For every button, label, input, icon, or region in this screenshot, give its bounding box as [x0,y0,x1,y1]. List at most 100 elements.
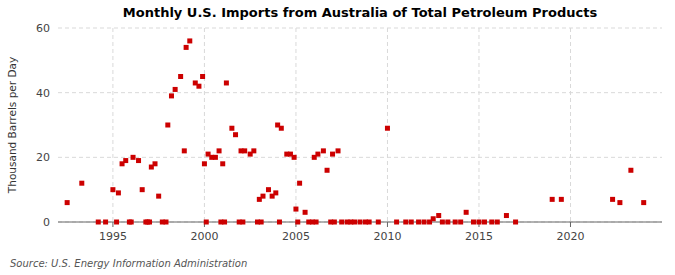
point [222,220,227,225]
point [422,220,427,225]
point [293,207,298,212]
point [295,220,300,225]
point [315,152,320,157]
point [482,220,487,225]
point [204,220,209,225]
point [260,194,265,199]
point [416,220,421,225]
point [136,158,141,163]
point [279,126,284,131]
point [559,197,564,202]
point [431,216,436,221]
point [259,220,264,225]
tick-label: 2020 [556,230,584,243]
tick-label: 2010 [373,230,401,243]
tick-mark [570,222,571,227]
point [233,132,238,137]
point [394,220,399,225]
point [403,220,408,225]
point [173,87,178,92]
point [266,187,271,192]
grid-line [58,28,662,29]
point [292,155,297,160]
point [464,210,469,215]
plot-area [58,28,662,222]
point [220,161,225,166]
tick-mark [112,222,113,227]
point [358,220,363,225]
point [213,155,218,160]
point [325,168,330,173]
point [110,187,115,192]
point [224,80,229,85]
point [376,220,381,225]
point [169,93,174,98]
point [165,123,170,128]
point [140,187,145,192]
point [156,194,161,199]
point [314,220,319,225]
point [103,220,108,225]
point [116,190,121,195]
point [178,74,183,79]
point [332,220,337,225]
tick-label: 2015 [465,230,493,243]
grid-line [204,28,205,222]
tick-label: 1995 [99,230,127,243]
point [129,220,134,225]
tick-label: 2005 [282,230,310,243]
point [187,38,192,43]
grid [58,28,662,222]
point [385,126,390,131]
point [336,148,341,153]
point [367,220,372,225]
point [489,220,494,225]
point [495,220,500,225]
points [65,38,647,224]
point [458,220,463,225]
point [196,84,201,89]
point [273,190,278,195]
point [79,181,84,186]
y-axis-label: Thousand Barrels per Day [6,57,18,194]
point [202,161,207,166]
point [131,155,136,160]
point [610,197,615,202]
annotation: Source: U.S. Energy Information Administ… [10,258,247,269]
point [200,74,205,79]
point [453,220,458,225]
grid-line [295,28,296,222]
point [114,220,119,225]
title: Monthly U.S. Imports from Australia of T… [123,5,598,20]
point [339,220,344,225]
point [297,181,302,186]
point [123,158,128,163]
point [251,148,256,153]
point [471,220,476,225]
point [628,168,633,173]
grid-line [112,28,113,222]
point [277,220,282,225]
point [217,148,222,153]
tick-label: 20 [36,151,50,164]
grid-line [570,28,571,222]
tick-label: 40 [36,87,50,100]
point [153,161,158,166]
point [240,220,245,225]
point [641,200,646,205]
point [504,213,509,218]
point [96,220,101,225]
point [303,210,308,215]
grid-line [58,92,662,93]
tick-label: 60 [36,22,50,35]
point [409,220,414,225]
point [184,45,189,50]
point [65,200,70,205]
grid-line [478,28,479,222]
point [330,152,335,157]
tick-label: 2000 [190,230,218,243]
point [163,220,168,225]
point [242,148,247,153]
point [617,200,622,205]
point [229,126,234,131]
